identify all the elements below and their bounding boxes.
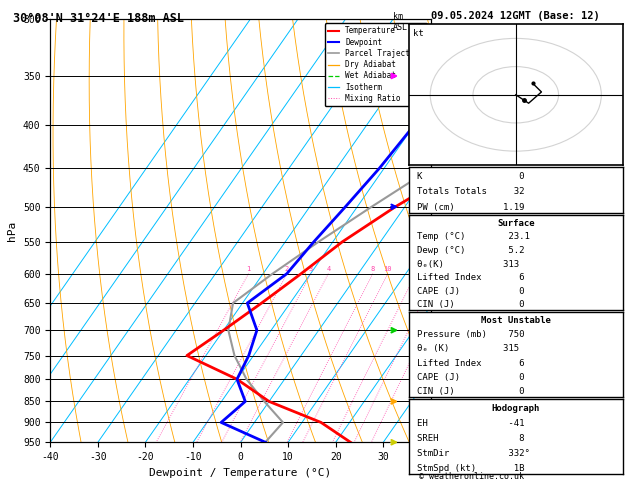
Text: 15: 15 xyxy=(411,265,420,272)
Y-axis label: hPa: hPa xyxy=(8,221,18,241)
Text: Surface: Surface xyxy=(497,219,535,228)
Text: 10: 10 xyxy=(384,265,392,272)
Text: CIN (J)            0: CIN (J) 0 xyxy=(418,387,525,396)
Legend: Temperature, Dewpoint, Parcel Trajectory, Dry Adiabat, Wet Adiabat, Isotherm, Mi: Temperature, Dewpoint, Parcel Trajectory… xyxy=(325,23,427,106)
Text: Dewp (°C)        5.2: Dewp (°C) 5.2 xyxy=(418,246,525,255)
Text: θₑ (K)          315: θₑ (K) 315 xyxy=(418,345,520,353)
Text: K                  0: K 0 xyxy=(418,172,525,181)
Text: kt: kt xyxy=(413,29,424,37)
Text: Lifted Index       6: Lifted Index 6 xyxy=(418,359,525,367)
Text: Lifted Index       6: Lifted Index 6 xyxy=(418,273,525,282)
Text: Totals Totals     32: Totals Totals 32 xyxy=(418,187,525,196)
Text: CAPE (J)           0: CAPE (J) 0 xyxy=(418,373,525,382)
Text: CAPE (J)           0: CAPE (J) 0 xyxy=(418,287,525,295)
Text: CIN (J)            0: CIN (J) 0 xyxy=(418,300,525,309)
Text: StmSpd (kt)       1B: StmSpd (kt) 1B xyxy=(418,464,525,473)
Text: SREH               8: SREH 8 xyxy=(418,434,525,443)
Text: 2: 2 xyxy=(285,265,289,272)
Text: 30°08'N 31°24'E 188m ASL: 30°08'N 31°24'E 188m ASL xyxy=(13,12,184,25)
Text: © weatheronline.co.uk: © weatheronline.co.uk xyxy=(420,472,524,481)
Text: LCL: LCL xyxy=(438,351,453,360)
Y-axis label: km
ASL: km ASL xyxy=(448,222,469,240)
Text: 3: 3 xyxy=(309,265,313,272)
Text: Most Unstable: Most Unstable xyxy=(481,316,551,325)
Text: 1: 1 xyxy=(247,265,250,272)
Text: Pressure (mb)    750: Pressure (mb) 750 xyxy=(418,330,525,339)
Text: 09.05.2024 12GMT (Base: 12): 09.05.2024 12GMT (Base: 12) xyxy=(431,11,600,21)
Text: StmDir           332°: StmDir 332° xyxy=(418,449,530,458)
Text: EH               -41: EH -41 xyxy=(418,418,525,428)
Text: km
ASL: km ASL xyxy=(393,12,408,32)
Text: Hodograph: Hodograph xyxy=(492,403,540,413)
Text: Temp (°C)        23.1: Temp (°C) 23.1 xyxy=(418,232,530,242)
Text: θₑ(K)           313: θₑ(K) 313 xyxy=(418,260,520,269)
Text: PW (cm)         1.19: PW (cm) 1.19 xyxy=(418,203,525,212)
Text: LCL: LCL xyxy=(435,351,450,360)
Text: 8: 8 xyxy=(370,265,375,272)
Text: 4: 4 xyxy=(326,265,330,272)
X-axis label: Dewpoint / Temperature (°C): Dewpoint / Temperature (°C) xyxy=(150,468,331,478)
